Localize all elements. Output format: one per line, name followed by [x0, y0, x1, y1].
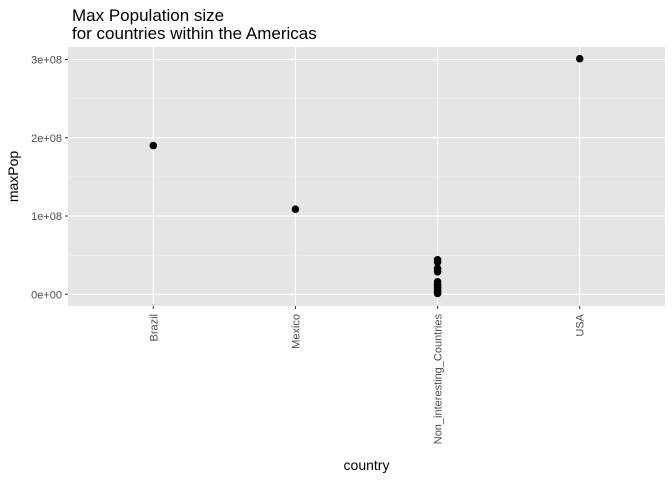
- x-tick-label: USA: [575, 313, 587, 336]
- chart-title-line-1: Max Population size: [72, 6, 224, 25]
- y-axis: 0e+00 1e+08 2e+08 3e+08: [31, 55, 68, 301]
- plot-panel: [68, 47, 665, 306]
- y-axis-title: maxPop: [5, 151, 21, 203]
- data-points: [149, 54, 584, 298]
- y-tick-label: 1e+08: [31, 211, 62, 223]
- y-tick-label: 0e+00: [31, 289, 62, 301]
- x-tick-label: Mexico: [290, 314, 302, 349]
- y-tick-label: 2e+08: [31, 133, 62, 145]
- grid-lines: [68, 47, 665, 306]
- x-axis: Brazil Mexico Non_interesting_Countries USA: [148, 306, 587, 445]
- data-point: [433, 268, 442, 276]
- data-point: [433, 258, 442, 266]
- x-tick-label: Brazil: [148, 314, 160, 342]
- data-point: [575, 54, 584, 63]
- data-point: [149, 141, 158, 150]
- x-tick-label: Non_interesting_Countries: [433, 314, 445, 445]
- chart-title-line-2: for countries within the Americas: [72, 24, 317, 43]
- data-point: [291, 205, 300, 214]
- data-point: [433, 289, 442, 298]
- y-tick-label: 3e+08: [31, 55, 62, 67]
- x-axis-title: country: [344, 457, 390, 473]
